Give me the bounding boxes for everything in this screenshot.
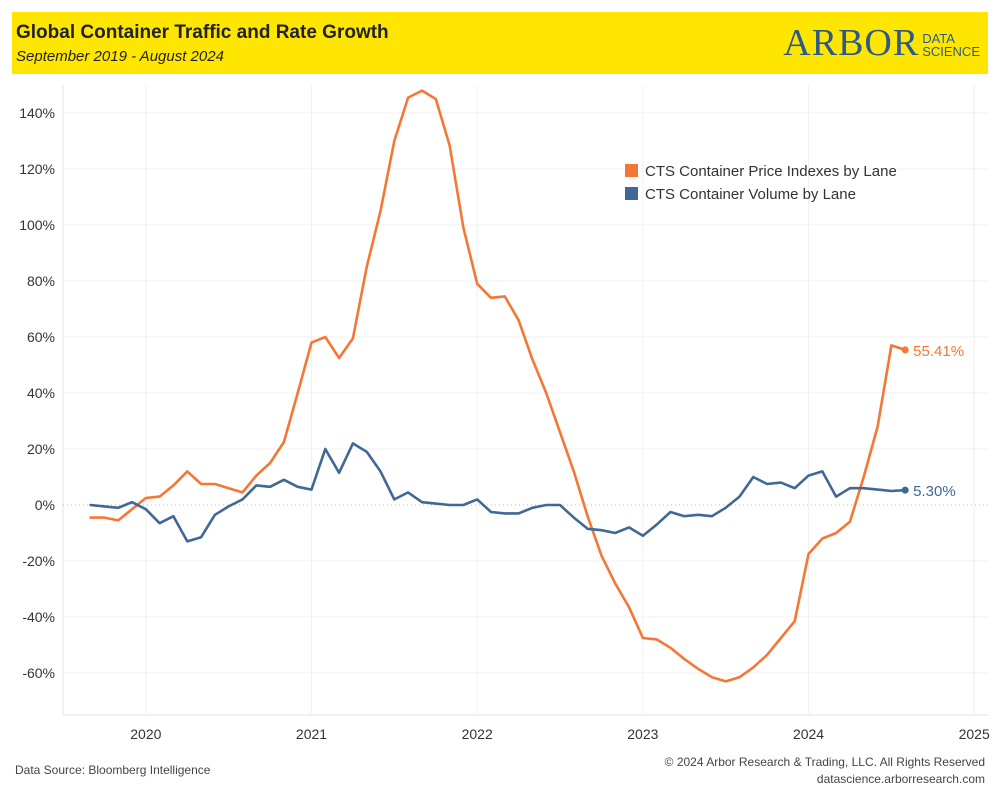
arbor-logo: ARBOR DATA SCIENCE: [783, 23, 980, 63]
logo-sub-line-1: DATA: [922, 31, 955, 46]
series-end-point: [901, 346, 909, 354]
x-tick-label: 2023: [627, 726, 658, 742]
y-tick-label: 0%: [35, 497, 55, 513]
chart-title: Global Container Traffic and Rate Growth: [16, 22, 389, 43]
y-tick-label: 140%: [19, 105, 55, 121]
y-tick-label: -20%: [22, 553, 55, 569]
y-tick-label: 120%: [19, 161, 55, 177]
copyright-text: © 2024 Arbor Research & Trading, LLC. Al…: [664, 755, 985, 769]
legend-swatch: [625, 164, 638, 177]
x-tick-label: 2022: [462, 726, 493, 742]
y-tick-label: 40%: [27, 385, 55, 401]
logo-main-text: ARBOR: [783, 22, 920, 64]
x-tick-label: 2020: [130, 726, 161, 742]
data-source: Data Source: Bloomberg Intelligence: [15, 763, 211, 777]
series-line-price-index: [89, 89, 907, 683]
x-tick-label: 2025: [959, 726, 990, 742]
series-end-label: 55.41%: [913, 343, 964, 360]
footer-credits: © 2024 Arbor Research & Trading, LLC. Al…: [665, 754, 985, 788]
y-tick-label: 20%: [27, 441, 55, 457]
legend-swatch: [625, 187, 638, 200]
y-tick-label: -40%: [22, 609, 55, 625]
chart-subtitle: September 2019 - August 2024: [16, 48, 224, 65]
logo-sub-text: DATA SCIENCE: [922, 32, 980, 58]
series-end-point: [901, 486, 909, 494]
y-tick-label: 60%: [27, 329, 55, 345]
x-tick-label: 2024: [793, 726, 824, 742]
website-link[interactable]: datascience.arborresearch.com: [816, 772, 985, 786]
legend-label: CTS Container Price Indexes by Lane: [645, 163, 897, 180]
x-tick-label: 2021: [296, 726, 327, 742]
header-banner: Global Container Traffic and Rate Growth…: [12, 12, 988, 74]
series-end-label: 5.30%: [913, 483, 956, 500]
series-line-volume: [89, 442, 907, 543]
y-tick-label: 80%: [27, 273, 55, 289]
legend-label: CTS Container Volume by Lane: [645, 186, 856, 203]
y-tick-label: -60%: [22, 665, 55, 681]
logo-sub-line-2: SCIENCE: [922, 44, 980, 59]
y-tick-label: 100%: [19, 217, 55, 233]
